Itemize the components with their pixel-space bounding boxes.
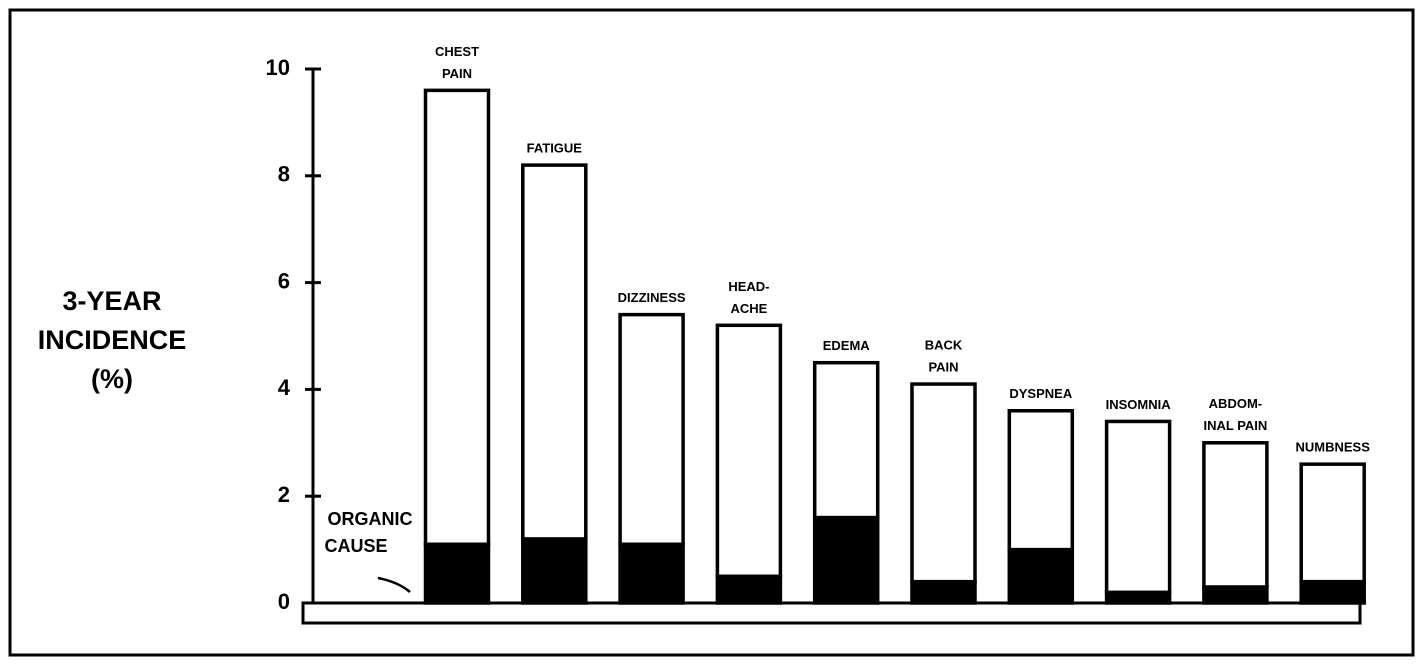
frame: [8, 8, 1415, 657]
y-axis-label: INCIDENCE: [38, 325, 187, 355]
bar-segment: [1202, 585, 1269, 605]
bar-segment: [1007, 409, 1075, 552]
category-label: HEAD-: [728, 279, 769, 294]
annotation: ORGANIC: [328, 509, 413, 529]
annotation-pointer: [377, 576, 411, 593]
y-tick-label: 10: [266, 55, 290, 80]
bar-segment: [521, 163, 588, 541]
bar-segment: [423, 542, 491, 605]
bar-segment: [1202, 441, 1269, 589]
category-label: ABDOM-: [1209, 396, 1262, 411]
bar-segment: [1007, 547, 1075, 605]
y-tick-label: 8: [278, 162, 290, 187]
category-label: PAIN: [928, 359, 958, 374]
category-label: FATIGUE: [527, 141, 583, 156]
category-label: INAL PAIN: [1203, 418, 1267, 433]
category-label: PAIN: [442, 66, 472, 81]
y-axis-label: 3-YEAR: [62, 286, 161, 316]
bar-segment: [423, 88, 491, 547]
bar-segment: [715, 323, 783, 579]
annotation: CAUSE: [324, 536, 387, 556]
category-label: INSOMNIA: [1106, 397, 1172, 412]
category-label: BACK: [925, 337, 963, 352]
category-label: DIZZINESS: [618, 290, 686, 305]
bar-segment: [910, 382, 977, 584]
y-tick-label: 2: [278, 482, 290, 507]
y-tick-label: 0: [278, 589, 290, 614]
category-label: NUMBNESS: [1295, 440, 1370, 455]
bar-segment: [812, 360, 880, 520]
y-axis-label: (%): [91, 364, 133, 394]
category-label: DYSPNEA: [1009, 386, 1072, 401]
y-tick-label: 4: [278, 375, 291, 400]
bar-segment: [1299, 462, 1366, 584]
base-plate: [301, 601, 1362, 625]
bar-segment: [1299, 579, 1366, 605]
y-tick-label: 6: [278, 268, 290, 293]
bar-segment: [618, 542, 685, 605]
bar-segment: [618, 312, 685, 547]
category-label: ACHE: [730, 301, 767, 316]
category-label: EDEMA: [823, 338, 871, 353]
bar-segment: [521, 537, 588, 605]
category-label: CHEST: [435, 44, 479, 59]
bar-segment: [910, 579, 977, 605]
bar-segment: [1104, 419, 1172, 595]
bar-segment: [812, 515, 880, 605]
bar-segment: [715, 574, 783, 605]
